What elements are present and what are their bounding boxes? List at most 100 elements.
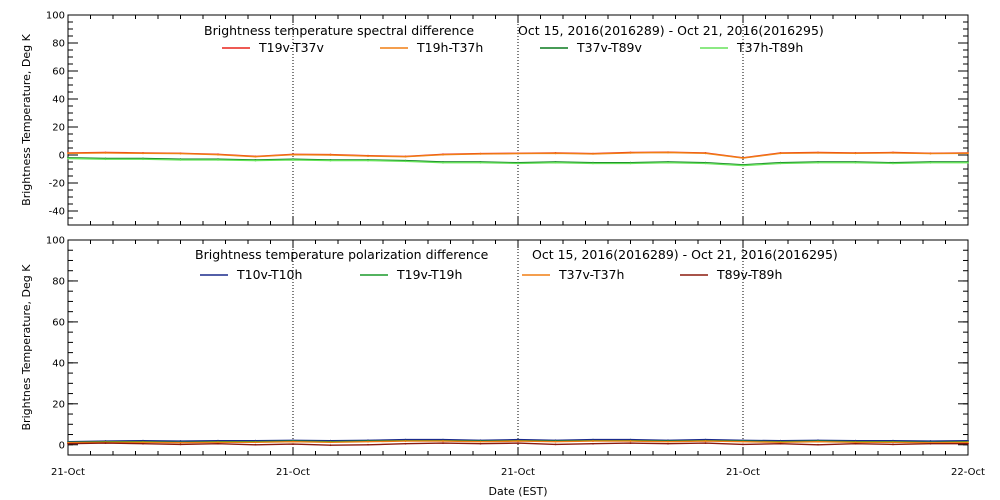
data-point <box>104 158 107 161</box>
data-point <box>967 161 969 164</box>
legend-label: T10v-T10h <box>236 267 302 282</box>
y-tick-label: 100 <box>46 11 65 22</box>
data-point <box>854 442 857 445</box>
data-point <box>517 442 519 445</box>
data-point <box>254 155 257 158</box>
y-tick-label: 80 <box>52 276 65 287</box>
legend-label: T37h-T89h <box>736 40 803 55</box>
data-point <box>779 441 782 444</box>
data-point <box>292 443 294 446</box>
data-point <box>179 443 182 446</box>
data-point <box>742 157 744 159</box>
y-tick-label: 100 <box>46 236 65 247</box>
data-point <box>367 443 369 446</box>
chart-title: Brightness temperature spectral differen… <box>204 23 474 38</box>
data-point <box>67 442 69 445</box>
data-point <box>592 162 594 165</box>
data-point <box>404 160 407 163</box>
data-point <box>404 440 407 442</box>
data-point <box>817 161 819 164</box>
y-axis-title: Brightnes Temperature, Deg K <box>20 264 33 431</box>
y-tick-label: 20 <box>52 123 65 134</box>
data-point <box>817 152 819 154</box>
data-point <box>929 442 932 445</box>
data-point <box>629 440 632 442</box>
data-point <box>292 153 294 156</box>
data-point <box>254 159 257 162</box>
data-point <box>629 162 632 165</box>
data-point <box>704 442 707 445</box>
data-point <box>854 152 857 155</box>
legend-label: T37v-T89v <box>576 40 643 55</box>
data-point <box>142 441 144 444</box>
data-point <box>142 442 144 445</box>
data-point <box>667 442 669 445</box>
data-point <box>404 155 407 158</box>
y-tick-label: 40 <box>52 95 65 106</box>
data-point <box>517 162 519 165</box>
data-point <box>817 440 819 443</box>
data-point <box>179 152 182 155</box>
data-point <box>854 441 857 444</box>
data-point <box>329 154 332 156</box>
chart-panel-1: -40 -20 0 20 40 60 80 100 Brightness Temperature… <box>20 11 969 226</box>
data-point <box>592 440 594 442</box>
y-tick-label: 80 <box>52 39 65 50</box>
data-point <box>179 441 182 444</box>
data-point <box>967 442 969 445</box>
data-point <box>892 443 894 446</box>
data-point <box>779 162 782 165</box>
data-point <box>142 158 144 161</box>
data-point <box>292 159 294 161</box>
data-point <box>554 440 557 443</box>
data-point <box>779 442 782 445</box>
data-point <box>742 440 744 443</box>
plot-frame <box>67 239 969 456</box>
data-point <box>442 442 444 445</box>
data-point <box>67 157 69 160</box>
x-tick-label: 22-Oct <box>951 467 985 478</box>
data-point <box>254 441 257 444</box>
chart-title: Brightness temperature polarization diff… <box>195 247 489 262</box>
data-point <box>217 153 219 156</box>
data-point <box>367 155 369 158</box>
data-point <box>517 152 519 155</box>
data-point <box>592 442 594 445</box>
data-point <box>404 442 407 445</box>
y-tick-label: -40 <box>49 207 65 218</box>
data-point <box>517 440 519 442</box>
data-point <box>479 440 482 443</box>
data-point <box>892 441 894 444</box>
data-point <box>329 441 332 444</box>
y-tick-label: 60 <box>52 67 65 78</box>
data-point <box>667 151 669 154</box>
data-point <box>217 442 219 445</box>
data-point <box>892 162 894 165</box>
data-point <box>592 152 594 155</box>
data-point <box>629 442 632 445</box>
legend-label: T37v-T37h <box>558 267 624 282</box>
data-point <box>329 159 332 162</box>
y-tick-label: -20 <box>49 179 65 190</box>
data-point <box>367 440 369 443</box>
data-point <box>742 164 744 167</box>
x-tick-label: 21-Oct <box>276 467 310 478</box>
data-point <box>667 161 669 164</box>
data-point <box>367 159 369 162</box>
data-point <box>779 152 782 155</box>
legend-label: T89v-T89h <box>716 267 782 282</box>
data-point <box>929 161 932 164</box>
data-point <box>254 443 257 446</box>
data-point <box>817 443 819 446</box>
data-point <box>67 152 69 155</box>
x-axis-title: Date (EST) <box>488 485 547 498</box>
y-axis-title: Brightness Temperature, Deg K <box>20 33 33 205</box>
data-point <box>217 159 219 161</box>
y-tick-label: 0 <box>59 440 65 451</box>
data-point <box>442 440 444 442</box>
x-tick-label: 21-Oct <box>726 467 760 478</box>
data-point <box>742 443 744 446</box>
data-point <box>104 152 107 154</box>
data-point <box>329 444 332 447</box>
data-point <box>629 152 632 154</box>
